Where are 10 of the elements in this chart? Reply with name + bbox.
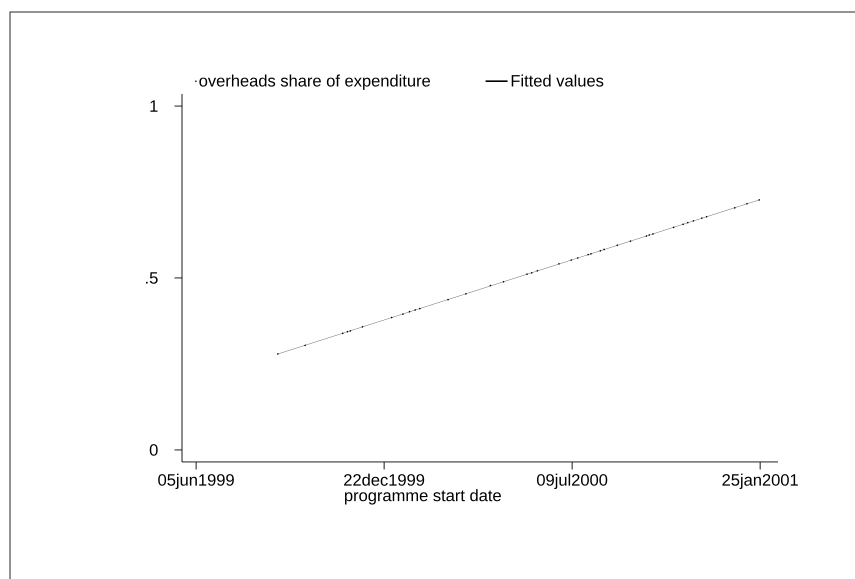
x-tick-label: 22dec1999 [344,474,424,486]
x-tick-label: 05jun1999 [158,474,234,490]
x-axis-title: programme start date [344,489,501,505]
y-tick-label: 1 [150,100,158,112]
legend-label: Fitted values [512,74,604,87]
x-tick-label: 09jul2000 [536,474,608,490]
y-tick-label: .5 [146,272,158,284]
y-tick-label: 0 [150,444,158,456]
x-tick-label: 25jan2001 [722,474,798,490]
legend-label: overheads share of expenditure [199,74,430,90]
